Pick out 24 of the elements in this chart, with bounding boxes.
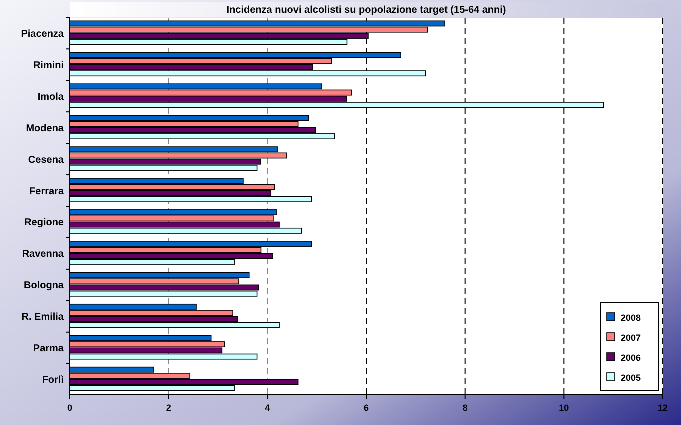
y-tick-label: Regione (24, 218, 64, 229)
legend-label: 2005 (621, 373, 642, 383)
chart-title: Incidenza nuovi alcolisti su popolazione target (15-64 anni) (226, 5, 506, 16)
x-tick-label: 12 (658, 403, 668, 413)
y-tick-label: Cesena (28, 154, 64, 166)
x-tick-label: 0 (67, 403, 73, 413)
x-tick-label: 6 (364, 403, 370, 413)
y-tick-label: Ravenna (22, 249, 64, 260)
legend-label: 2007 (621, 333, 642, 343)
y-tick-label: Rimini (33, 60, 64, 72)
y-tick-label: Forlì (42, 375, 64, 386)
x-tick-label: 8 (462, 403, 468, 413)
legend-label: 2008 (621, 313, 642, 323)
y-tick-label: Imola (38, 92, 64, 103)
x-tick-label: 2 (166, 403, 172, 413)
y-tick-label: Bologna (24, 280, 64, 292)
y-tick-label: Parma (33, 344, 64, 355)
legend-label: 2006 (621, 353, 642, 363)
x-tick-label: 10 (559, 403, 570, 413)
y-tick-label: Ferrara (30, 186, 64, 198)
y-tick-label: R. Emilia (22, 312, 64, 324)
y-tick-label: Modena (26, 123, 64, 134)
y-tick-label: Piacenza (21, 28, 64, 40)
x-tick-label: 4 (265, 403, 270, 413)
